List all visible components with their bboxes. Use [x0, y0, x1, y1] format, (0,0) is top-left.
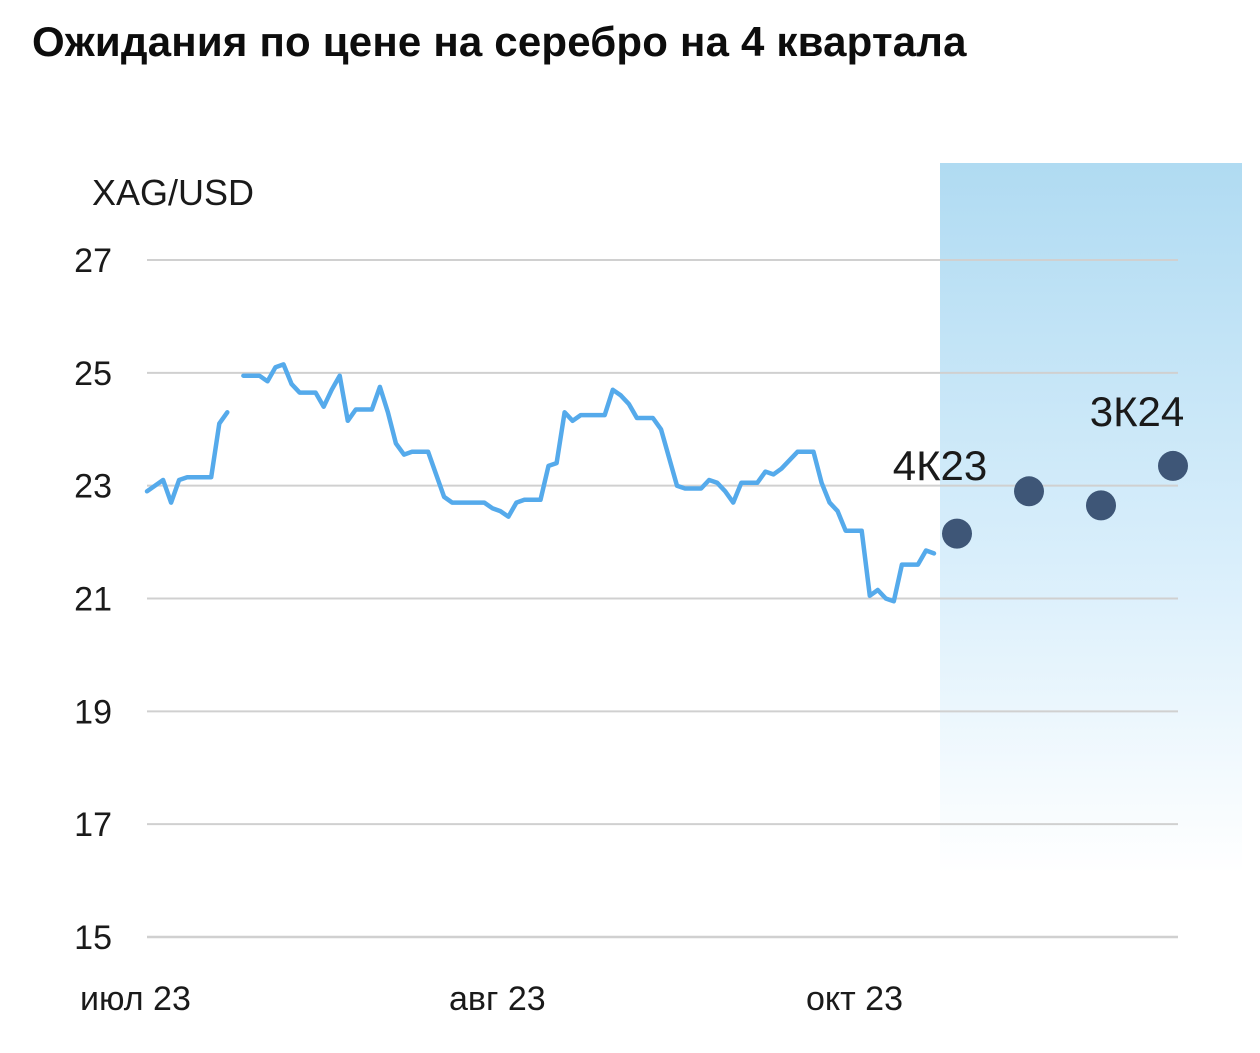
y-tick-label: 19: [74, 693, 112, 731]
x-tick-label: июл 23: [80, 980, 191, 1018]
y-tick-label: 27: [74, 242, 112, 280]
y-axis-ticks: 27 25 23 21 19 17 15: [74, 242, 112, 957]
chart-title: Ожидания по цене на серебро на 4 квартал…: [32, 18, 967, 65]
price-series-line: [241, 362, 937, 604]
forecast-point: [1014, 476, 1044, 507]
price-series-line: [144, 410, 230, 505]
y-tick-label: 25: [74, 355, 112, 393]
price-line: [144, 362, 937, 604]
forecast-point: [1086, 490, 1116, 521]
x-axis-ticks: июл 23 авг 23 окт 23: [80, 980, 903, 1018]
x-tick-label: окт 23: [806, 980, 903, 1018]
forecast-points: 4К23 3К24: [893, 388, 1188, 549]
y-tick-label: 17: [74, 806, 112, 844]
forecast-label: 4К23: [893, 442, 988, 489]
grid: [147, 259, 1178, 939]
y-tick-label: 21: [74, 581, 112, 619]
y-tick-label: 15: [74, 919, 112, 957]
forecast-point: [942, 518, 972, 549]
forecast-label: 3К24: [1090, 388, 1185, 435]
y-axis-unit-label: XAG/USD: [92, 172, 254, 213]
x-tick-label: авг 23: [449, 980, 546, 1018]
forecast-zone: [940, 163, 1242, 873]
y-tick-label: 23: [74, 468, 112, 506]
forecast-point: [1158, 450, 1188, 481]
